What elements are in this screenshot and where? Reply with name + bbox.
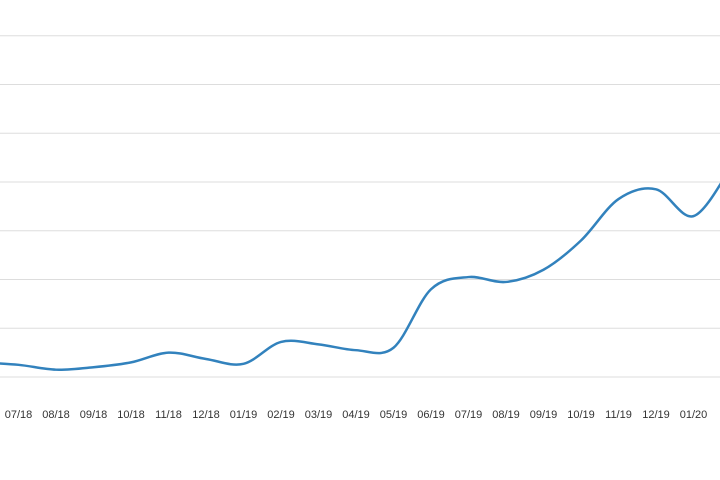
grid-lines	[0, 35, 720, 378]
x-axis-tick-labels: 07/18 08/18 09/18 10/18 11/18 12/18 01/19 02/19…	[5, 409, 708, 421]
x-tick-label: 09/19	[530, 409, 558, 421]
x-tick-label: 10/18	[117, 409, 145, 421]
x-tick-label: 04/19	[342, 409, 370, 421]
x-tick-label: 06/19	[417, 409, 445, 421]
x-tick-label: 01/19	[230, 409, 258, 421]
x-tick-label: 08/19	[492, 409, 520, 421]
x-tick-label: 02/19	[267, 409, 295, 421]
x-tick-label: 09/18	[80, 409, 108, 421]
x-tick-label: 08/18	[42, 409, 70, 421]
series-line	[0, 182, 720, 371]
x-tick-label: 01/20	[680, 409, 708, 421]
x-tick-label: 11/18	[155, 409, 182, 421]
x-tick-label: 12/19	[642, 409, 670, 421]
x-tick-label: 12/18	[192, 409, 220, 421]
x-tick-label: 11/19	[605, 409, 632, 421]
x-tick-label: 10/19	[567, 409, 595, 421]
x-tick-label: 05/19	[380, 409, 408, 421]
series-lines	[0, 182, 720, 371]
x-tick-label: 07/19	[455, 409, 483, 421]
x-tick-label: 03/19	[305, 409, 333, 421]
x-tick-label: 07/18	[5, 409, 33, 421]
